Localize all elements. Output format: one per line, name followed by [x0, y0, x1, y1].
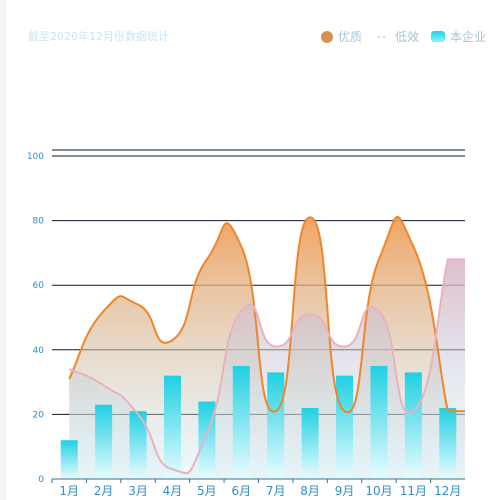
bar-benqiye	[163, 375, 181, 479]
left-edge-strip	[0, 0, 6, 500]
y-tick-label: 80	[33, 217, 45, 227]
x-tick-label: 3月	[128, 484, 148, 498]
x-tick-label: 9月	[335, 484, 355, 498]
line-series	[68, 215, 465, 475]
bar-benqiye	[336, 375, 354, 479]
legend-label: 本企业	[449, 30, 486, 44]
bar-series	[60, 365, 457, 479]
legend-item-youzhi[interactable]: 优质	[320, 28, 362, 45]
bar-benqiye	[129, 411, 147, 479]
x-tick-label: 8月	[300, 484, 320, 498]
bar-benqiye	[267, 372, 285, 479]
legend-item-benqiye[interactable]: 本企业	[430, 28, 486, 45]
x-tick-label: 10月	[365, 484, 392, 498]
legend-label: 优质	[337, 30, 362, 44]
legend-item-dixiao[interactable]: 低效	[374, 28, 419, 45]
x-tick-label: 5月	[197, 484, 217, 498]
bar-benqiye	[95, 404, 113, 479]
x-tick-label: 4月	[163, 484, 183, 498]
x-tick-label: 11月	[400, 484, 427, 498]
bar-benqiye	[301, 407, 319, 479]
bar-benqiye	[370, 365, 388, 479]
chart-note: 截至2020年12月份数据统计	[28, 30, 169, 43]
y-tick-label: 60	[33, 281, 45, 291]
x-tick-label: 7月	[266, 484, 286, 498]
series-youzhi-line	[68, 215, 465, 413]
y-tick-label: 0	[38, 475, 44, 485]
axis-labels: 0 20 40 60 80 100 1月 2月 3月 4月 5月 6月 7月 8月 9月 10月 11月 12月	[27, 152, 465, 498]
bar-benqiye	[198, 401, 216, 479]
bar-benqiye	[404, 372, 422, 479]
legend-dashed-line-icon	[374, 35, 390, 38]
y-tick-label: 100	[27, 152, 44, 162]
x-tick-label: 6月	[231, 484, 251, 498]
legend-label: 低效	[394, 30, 419, 44]
bar-benqiye	[232, 365, 250, 479]
y-tick-label: 40	[33, 346, 45, 356]
legend: 优质 低效 本企业	[320, 28, 486, 45]
x-tick-label: 1月	[59, 484, 79, 498]
bar-benqiye	[439, 407, 457, 479]
series-dixiao-line	[68, 258, 465, 475]
legend-bar-icon	[430, 31, 445, 42]
x-tick-label: 12月	[434, 484, 461, 498]
x-tick-label: 2月	[94, 484, 114, 498]
bar-benqiye	[60, 440, 78, 479]
y-tick-label: 20	[33, 410, 45, 420]
legend-circle-icon	[320, 30, 333, 43]
